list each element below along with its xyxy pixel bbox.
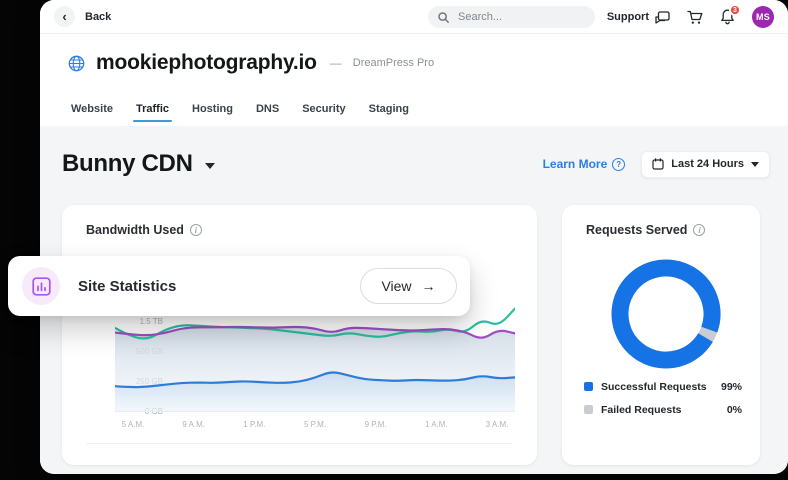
site-tabs: Website Traffic Hosting DNS Security Sta… [40,92,788,126]
search-icon [438,11,449,23]
site-domain: mookiephotography.io [96,51,317,74]
avatar[interactable]: MS [752,6,774,28]
back-chevron-icon: ‹ [54,6,75,27]
support-button[interactable]: Support [606,10,670,24]
view-button[interactable]: View → [360,268,457,304]
topbar-actions: Support [607,0,774,34]
requests-donut-chart [606,254,726,379]
topbar: ‹ Back Support [40,0,788,34]
bandwidth-card-title: Bandwidth Used [86,223,184,237]
cdn-selector[interactable]: Bunny CDN [62,150,215,178]
bandwidth-chart: 0 GB250 GB500 GB1.5 TB [62,205,537,465]
x-tick-label: 1 P.M. [243,420,266,429]
page-head-actions: Learn More ? Last 24 Hours [543,150,770,178]
legend-row-failed: Failed Requests 0% [584,398,742,421]
plan-label: DreamPress Pro [352,57,435,69]
support-label: Support [606,11,649,23]
info-icon[interactable]: i [693,224,706,236]
search-box[interactable] [428,6,595,28]
requests-card: Requests Served i Successful Requests 99… [562,205,760,465]
info-icon[interactable]: i [189,224,202,236]
globe-icon [68,55,85,71]
tab-website[interactable]: Website [71,103,113,115]
failed-swatch [584,405,593,414]
arrow-right-icon: → [421,278,436,294]
bandwidth-card: Bandwidth Used i 0 GB250 GB500 GB1.5 TB [62,205,537,465]
legend-row-successful: Successful Requests 99% [584,375,742,398]
divider [86,443,513,444]
time-range-label: Last 24 Hours [671,158,744,170]
plot-area [113,300,517,412]
successful-swatch [584,382,593,391]
tab-traffic[interactable]: Traffic [132,94,173,124]
chat-icon [655,10,670,24]
notifications-button[interactable]: 3 [720,4,741,25]
cart-button[interactable] [687,10,703,25]
cart-icon [687,10,703,24]
legend-value: 0% [726,403,742,416]
x-tick-label: 9 A.M. [182,420,205,429]
learn-more-link[interactable]: Learn More ? [543,157,626,171]
page-head: Bunny CDN Learn More ? Last 24 [62,150,770,178]
calendar-icon [652,158,664,170]
question-mark-icon: ? [612,157,626,171]
time-range-button[interactable]: Last 24 Hours [641,150,770,178]
x-tick-label: 5 P.M. [303,420,327,429]
learn-more-label: Learn More [542,157,608,171]
y-tick-label: 1.5 TB [139,317,163,326]
requests-card-title: Requests Served [586,223,688,237]
view-label: View [381,278,412,294]
x-tick-label: 1 A.M. [424,420,448,429]
legend-value: 99% [720,380,742,393]
tab-staging[interactable]: Staging [368,103,409,115]
separator: — [329,56,342,70]
x-tick-label: 3 A.M. [485,420,509,429]
search-input[interactable] [456,10,585,24]
chevron-down-icon [204,162,215,169]
x-tick-label: 5 A.M. [121,420,145,429]
page-title: Bunny CDN [62,150,193,177]
notification-badge: 3 [729,4,741,16]
tab-security[interactable]: Security [302,103,346,115]
donut-legend: Successful Requests 99% Failed Requests … [584,375,742,421]
bar-chart-icon [31,276,51,296]
x-axis-labels: 5 A.M. 9 A.M. 1 P.M. 5 P.M. 9 P.M. 1 A.M. 3 A.… [115,420,515,432]
chevron-down-icon [751,161,759,167]
site-statistics-title: Site Statistics [78,277,177,295]
back-label: Back [85,10,112,23]
x-tick-label: 9 P.M. [364,420,387,429]
site-statistics-icon-circle [22,267,60,305]
site-statistics-popover: Site Statistics View → [8,256,470,316]
tab-hosting[interactable]: Hosting [192,103,233,115]
site-header: mookiephotography.io — DreamPress Pro [40,34,788,92]
back-button[interactable]: ‹ Back [54,6,111,27]
legend-label: Successful Requests [601,380,707,393]
tab-dns[interactable]: DNS [255,103,280,115]
traffic-content: Bunny CDN Learn More ? Last 24 [40,126,788,474]
legend-label: Failed Requests [601,403,682,416]
app-window: ‹ Back Support [40,0,788,474]
